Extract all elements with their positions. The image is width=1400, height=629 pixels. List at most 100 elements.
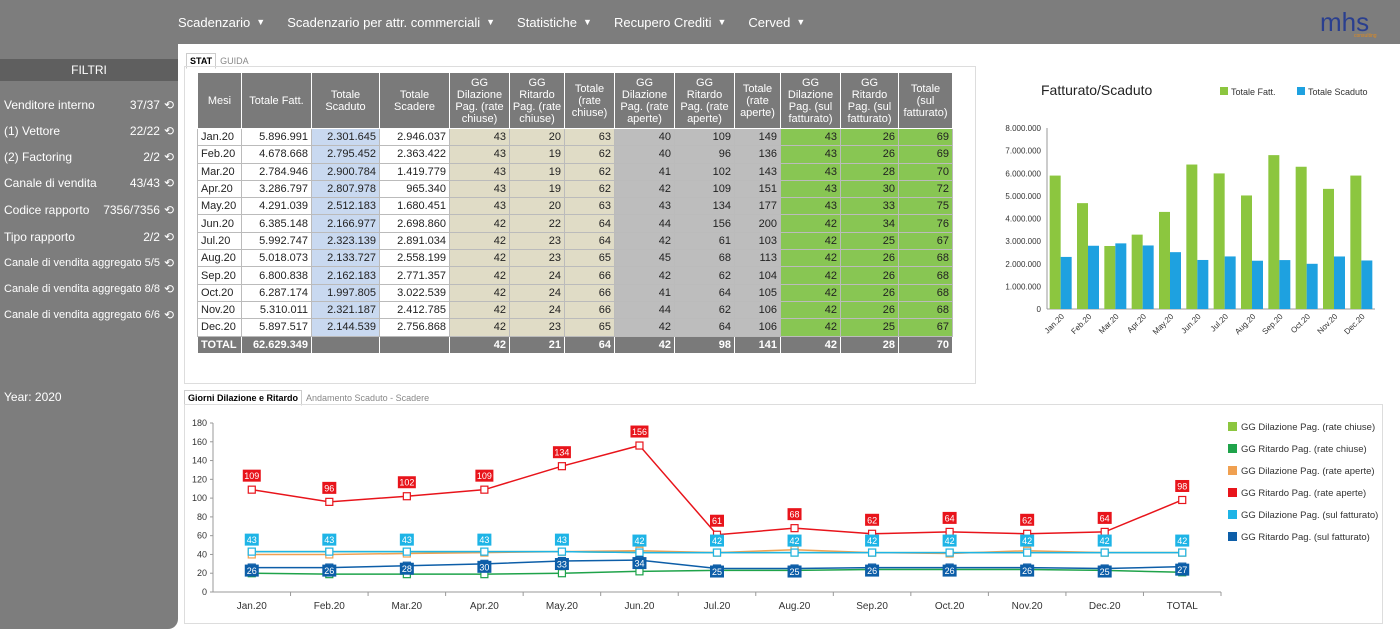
menu-item-statistiche[interactable]: Statistiche ▼ [517,15,592,30]
bar-totale-scaduto [1142,245,1154,309]
bar-y-tick-label: 8.000.000 [1005,124,1041,133]
line-y-tick-label: 140 [192,456,207,466]
total-cell: 42 [614,335,675,354]
menu-item-cerved[interactable]: Cerved ▼ [748,15,805,30]
table-cell: 41 [614,162,675,181]
data-label-gg-dilazione-pag-sul-fatturato: 43 [557,535,567,545]
table-cell: 42 [449,214,510,233]
table-cell: 105 [734,283,781,302]
table-cell: 102 [674,162,735,181]
table-cell: 5.896.991 [241,127,312,147]
header-gg-ritardo-pag-rate-aperte[interactable]: GG Ritardo Pag. (rate aperte) [674,72,735,129]
line-y-tick-label: 160 [192,437,207,447]
bar-totale-fatt [1049,175,1061,309]
legend-label-totale-scaduto: Totale Scaduto [1308,87,1368,97]
table-cell: 72 [898,179,953,199]
header-gg-ritardo-pag-rate-chiuse[interactable]: GG Ritardo Pag. (rate chiuse) [509,72,565,129]
filter-venditore-interno[interactable]: Venditore interno 37/37 ⟲ [0,92,178,118]
table-cell: 26 [840,266,899,285]
table-cell: 43 [780,197,841,216]
reset-icon[interactable]: ⟲ [163,230,174,244]
filter-canale-di-vendita-aggregato-2[interactable]: Canale di vendita aggregato 2 8/8 ⟲ [0,276,178,302]
reset-icon[interactable]: ⟲ [163,176,174,190]
table-cell: 62 [674,300,735,320]
series-marker-gg-ritardo-pag-rate-aperte [402,492,411,501]
reset-icon[interactable]: ⟲ [163,98,174,112]
header-totale-sul-fatturato[interactable]: Totale (sul fatturato) [898,72,953,129]
table-cell: 45 [614,249,675,268]
tab-andamento-scaduto[interactable]: Andamento Scaduto - Scadere [306,393,430,403]
filter-tipo-rapporto[interactable]: Tipo rapporto 2/2 ⟲ [0,224,178,250]
header-totale-rate-aperte[interactable]: Totale (rate aperte) [734,72,781,129]
table-cell: Jan.20 [197,127,242,147]
data-label-bg-gg-ritardo-pag-sul-fatturato [322,564,337,577]
table-cell: 43 [449,162,510,181]
table-cell: 68 [898,300,953,320]
table-cell: 42 [780,249,841,268]
table-cell: 62 [564,179,615,199]
filter-2-factoring[interactable]: (2) Factoring 2/2 ⟲ [0,144,178,170]
total-cell: 64 [564,335,615,354]
table-cell: 2.166.977 [311,214,380,233]
reset-icon[interactable]: ⟲ [163,308,174,322]
data-label-bg-gg-dilazione-pag-sul-fatturato [942,534,957,547]
data-label-gg-dilazione-pag-sul-fatturato: 42 [1100,536,1110,546]
header-gg-ritardo-pag-sul-fatturato[interactable]: GG Ritardo Pag. (sul fatturato) [840,72,899,129]
tab-guida[interactable]: GUIDA [220,56,249,66]
data-label-bg-gg-ritardo-pag-rate-aperte [1097,511,1112,524]
data-label-bg-gg-ritardo-pag-sul-fatturato [942,564,957,577]
menu-item-recupero-crediti[interactable]: Recupero Crediti ▼ [614,15,726,30]
data-label-gg-ritardo-pag-sul-fatturato: 28 [402,564,412,574]
filter-canale-di-vendita-aggregato-3[interactable]: Canale di vendita aggregato 3 6/6 ⟲ [0,302,178,328]
filter-canale-di-vendita[interactable]: Canale di vendita 43/43 ⟲ [0,170,178,196]
header-gg-dilazione-pag-rate-chiuse[interactable]: GG Dilazione Pag. (rate chiuse) [449,72,510,129]
filter-codice-rapporto[interactable]: Codice rapporto 7356/7356 ⟲ [0,197,178,223]
tab-stat[interactable]: STAT [186,53,217,69]
reset-icon[interactable]: ⟲ [163,282,174,296]
table-cell: Oct.20 [197,283,242,302]
header-gg-dilazione-pag-rate-aperte[interactable]: GG Dilazione Pag. (rate aperte) [614,72,675,129]
header-totale-scadere[interactable]: Totale Scadere [379,72,450,129]
data-label-gg-ritardo-pag-rate-aperte: 62 [1022,515,1032,525]
bar-totale-fatt [1268,155,1280,309]
table-row: May.20 4.291.039 2.512.183 1.680.451 43 20 63 4… [197,197,953,216]
table-cell: 76 [898,214,953,233]
data-label-gg-ritardo-pag-rate-aperte: 62 [867,515,877,525]
reset-icon[interactable]: ⟲ [163,256,174,270]
table-cell: 64 [564,214,615,233]
table-cell: 43 [449,197,510,216]
tab-giorni-dilazione[interactable]: Giorni Dilazione e Ritardo [184,390,303,406]
data-label-gg-ritardo-pag-sul-fatturato: 30 [479,562,489,572]
reset-icon[interactable]: ⟲ [163,150,174,164]
data-label-gg-ritardo-pag-sul-fatturato: 25 [1100,567,1110,577]
header-mesi[interactable]: Mesi [197,72,242,129]
line-x-tick-label: Jun.20 [624,601,654,612]
reset-icon[interactable]: ⟲ [163,124,174,138]
header-gg-dilazione-pag-sul-fatturato[interactable]: GG Dilazione Pag. (sul fatturato) [780,72,841,129]
header-totale-scaduto[interactable]: Totale Scaduto [311,72,380,129]
line-x-tick-label: Jan.20 [237,601,267,612]
header-totale-rate-chiuse[interactable]: Totale (rate chiuse) [564,72,615,129]
table-row: Oct.20 6.287.174 1.997.805 3.022.539 42 24 66 4… [197,283,953,302]
series-marker-gg-ritardo-pag-rate-aperte [247,485,256,494]
data-label-gg-ritardo-pag-rate-aperte: 102 [399,478,414,488]
header-totale-fatt[interactable]: Totale Fatt. [241,72,312,129]
table-cell: 43 [614,197,675,216]
filter-1-vettore[interactable]: (1) Vettore 22/22 ⟲ [0,118,178,144]
mhs-logo: mhs consulting [1320,7,1377,39]
table-cell: 33 [840,197,899,216]
data-label-bg-gg-ritardo-pag-rate-aperte [865,513,880,526]
menu-item-scadenzario[interactable]: Scadenzario ▼ [178,15,265,30]
table-cell: 6.800.838 [241,266,312,285]
legend-label-gg-dilazione-pag-rate-chiuse: GG Dilazione Pag. (rate chiuse) [1241,422,1375,433]
data-label-gg-dilazione-pag-sul-fatturato: 42 [867,536,877,546]
reset-icon[interactable]: ⟲ [163,203,174,217]
bar-totale-scaduto [1170,252,1181,309]
data-label-gg-ritardo-pag-rate-aperte: 61 [712,516,722,526]
data-label-bg-gg-dilazione-pag-sul-fatturato [865,534,880,547]
menu-item-scadenzario-per-attr-commerciali[interactable]: Scadenzario per attr. commerciali ▼ [287,15,495,30]
filter-canale-di-vendita-aggregato-1[interactable]: Canale di vendita aggregato 1 5/5 ⟲ [0,250,178,276]
bar-x-tick-label: Jan.20 [1043,312,1067,336]
table-row: Jan.20 5.896.991 2.301.645 2.946.037 43 20 63 4… [197,127,953,147]
bar-x-tick-label: Oct.20 [1289,312,1312,335]
